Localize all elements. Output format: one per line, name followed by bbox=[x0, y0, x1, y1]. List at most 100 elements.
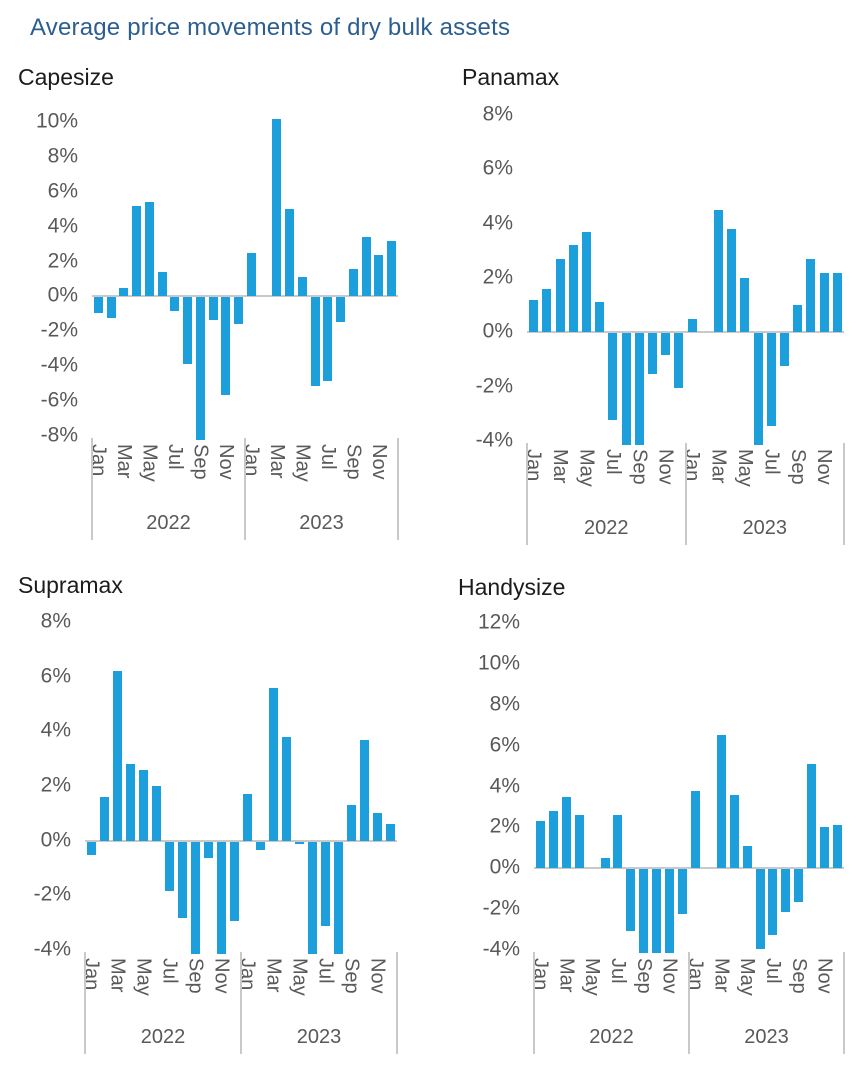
zero-axis-line bbox=[92, 295, 398, 298]
year-separator-line bbox=[684, 443, 687, 545]
y-tick-label: 0% bbox=[47, 283, 78, 307]
y-tick-label: -4% bbox=[475, 428, 513, 452]
bar-2023-aug bbox=[780, 333, 790, 366]
y-tick-label: 10% bbox=[477, 651, 520, 675]
chart-supramax: Supramax 8% 6% 4% 2% 0% -2% -4% Jan Mar May Jul Sep… bbox=[8, 570, 436, 1078]
bar-2022-nov bbox=[661, 333, 671, 356]
month-tick-label: Nov bbox=[654, 449, 677, 485]
month-tick-label: Jan bbox=[522, 449, 545, 482]
bar-2022-jul bbox=[165, 841, 174, 891]
bar-2023-dec bbox=[386, 824, 395, 841]
bar-2023-jul bbox=[323, 297, 333, 382]
bar-2022-jul bbox=[170, 297, 180, 312]
month-tick-label: Jul bbox=[158, 958, 181, 984]
bar-2023-aug bbox=[336, 297, 346, 322]
year-label: 2022 bbox=[589, 1026, 634, 1048]
year-separator-line bbox=[397, 438, 399, 540]
y-tick-label: -2% bbox=[33, 882, 71, 906]
plot-area-handysize bbox=[534, 623, 844, 950]
bar-2023-apr bbox=[729, 794, 739, 869]
bar-2022-dec bbox=[230, 841, 239, 921]
bar-2023-jun bbox=[308, 841, 317, 954]
bar-2022-feb bbox=[100, 796, 109, 841]
month-tick-label: Sep bbox=[184, 958, 207, 994]
month-tick-label: Sep bbox=[628, 449, 651, 485]
bar-2023-jul bbox=[768, 869, 778, 935]
y-tick-label: 0% bbox=[489, 855, 520, 879]
bar-2022-sep bbox=[191, 841, 200, 954]
bar-2022-may bbox=[139, 769, 148, 841]
year-separator-line bbox=[533, 952, 535, 1054]
bar-2023-feb bbox=[256, 841, 265, 850]
bar-2022-aug bbox=[621, 333, 631, 445]
bar-2022-oct bbox=[647, 333, 657, 375]
bar-2022-jan bbox=[87, 841, 96, 856]
month-tick-label: May bbox=[733, 449, 756, 487]
y-tick-label: 6% bbox=[47, 179, 78, 203]
bar-2023-apr bbox=[727, 229, 737, 333]
year-separator-line bbox=[240, 952, 242, 1054]
month-tick-label: Jul bbox=[163, 444, 186, 470]
bar-2023-may bbox=[740, 278, 750, 333]
plot-area-capesize bbox=[92, 122, 398, 436]
bar-2022-apr bbox=[568, 245, 578, 333]
bar-2022-jan bbox=[535, 821, 545, 869]
y-tick-label: -8% bbox=[40, 423, 78, 447]
bar-2022-oct bbox=[208, 297, 218, 321]
month-tick-label: Jul bbox=[760, 449, 783, 475]
bar-2023-may bbox=[742, 845, 752, 869]
y-tick-label: 2% bbox=[47, 249, 78, 273]
bar-2023-dec bbox=[833, 825, 843, 869]
y-tick-label: 6% bbox=[482, 156, 513, 180]
bar-2022-mar bbox=[113, 671, 122, 841]
month-tick-label: Nov bbox=[210, 958, 233, 994]
bar-2023-jun bbox=[755, 869, 765, 949]
bar-2022-aug bbox=[626, 869, 636, 931]
bar-2022-jul bbox=[613, 815, 623, 869]
bar-2022-apr bbox=[126, 764, 135, 841]
y-tick-label: 6% bbox=[40, 664, 71, 688]
y-tick-label: 8% bbox=[489, 692, 520, 716]
bar-2022-jun bbox=[595, 302, 605, 333]
bar-2023-nov bbox=[820, 827, 830, 869]
zero-axis-line bbox=[85, 839, 397, 842]
bar-2022-feb bbox=[542, 288, 552, 333]
bar-2022-mar bbox=[555, 258, 565, 333]
month-tick-label: Jan bbox=[681, 449, 704, 482]
month-tick-label: Nov bbox=[367, 444, 390, 480]
bar-2023-mar bbox=[716, 735, 726, 869]
bar-2022-sep bbox=[634, 333, 644, 445]
bar-2022-nov bbox=[217, 841, 226, 954]
bar-2022-dec bbox=[234, 297, 244, 324]
plot-area-supramax bbox=[85, 622, 397, 950]
bar-2022-apr bbox=[574, 815, 584, 869]
bar-2022-sep bbox=[195, 297, 205, 441]
month-tick-label: Mar bbox=[549, 449, 572, 484]
month-tick-label: May bbox=[736, 958, 759, 996]
bar-2023-dec bbox=[387, 240, 397, 297]
y-tick-label: -2% bbox=[475, 374, 513, 398]
y-tick-label: 2% bbox=[489, 814, 520, 838]
month-tick-label: May bbox=[138, 444, 161, 482]
year-separator-line bbox=[688, 952, 690, 1054]
month-tick-label: Jul bbox=[606, 958, 629, 984]
bar-2023-sep bbox=[794, 869, 804, 902]
y-tick-label: -4% bbox=[482, 937, 520, 961]
bar-2022-oct bbox=[652, 869, 662, 954]
bar-2023-sep bbox=[793, 305, 803, 333]
zero-axis-line bbox=[527, 331, 844, 334]
bar-2022-nov bbox=[221, 297, 231, 396]
bar-2023-oct bbox=[361, 237, 371, 297]
bar-2023-sep bbox=[348, 268, 358, 297]
bar-2023-jul bbox=[321, 841, 330, 927]
month-tick-label: May bbox=[132, 958, 155, 996]
bar-2022-mar bbox=[119, 287, 129, 297]
month-tick-label: Sep bbox=[340, 958, 363, 994]
chart-title-panamax: Panamax bbox=[462, 64, 560, 90]
bar-2022-feb bbox=[106, 297, 116, 319]
year-label: 2022 bbox=[584, 517, 629, 539]
chart-title-supramax: Supramax bbox=[18, 572, 123, 598]
year-separator-line bbox=[91, 438, 93, 540]
y-tick-label: 10% bbox=[35, 109, 78, 133]
